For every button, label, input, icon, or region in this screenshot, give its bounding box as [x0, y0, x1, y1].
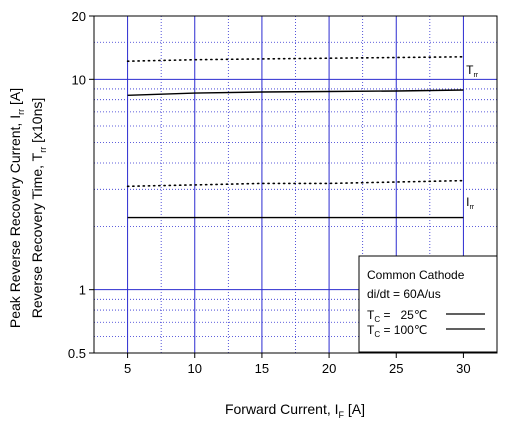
x-tick-label: 15 [255, 361, 269, 376]
legend-entry-100c: TC = 100℃ [367, 323, 485, 339]
y-tick-labels: 0.5 1 10 20 [68, 9, 94, 361]
series-trr-dotted [126, 55, 465, 63]
y-tick-label: 10 [72, 72, 86, 87]
svg-text:TC = 25℃: TC = 25℃ [367, 308, 427, 324]
x-tick-label: 5 [124, 361, 131, 376]
y-tick-label: 1 [79, 283, 86, 298]
x-tick-labels: 5 10 15 20 25 30 [124, 353, 471, 376]
x-tick-label: 20 [322, 361, 336, 376]
series-trr-solid [127, 89, 464, 96]
y-axis-label-current: Peak Reverse Recovery Current, Irr [A] [7, 88, 26, 328]
legend-entry-text: = 100℃ [380, 323, 427, 337]
x-tick-label: 10 [188, 361, 202, 376]
y-tick-label: 20 [72, 9, 86, 24]
legend: Common Cathode di/dt = 60A/us TC = 25℃ T… [358, 255, 498, 353]
y-tick-label: 0.5 [68, 346, 86, 361]
legend-entry-text: = 25℃ [380, 308, 427, 322]
legend-entry-25c: TC = 25℃ [367, 308, 485, 324]
legend-entry-sub: C [374, 315, 380, 324]
plot-frame [93, 15, 498, 354]
x-axis-label: Forward Current, IF [A] [225, 401, 365, 420]
legend-entry-prefix: T [367, 308, 375, 322]
x-tick-label: 30 [456, 361, 470, 376]
y-axis-label-time: Reverse Recovery Time, Trr [x10ns] [29, 98, 48, 319]
series-irr-dotted [126, 179, 465, 188]
legend-title: Common Cathode [367, 268, 465, 282]
legend-entry-prefix: T [367, 323, 375, 337]
curve-label: Irr [466, 195, 475, 211]
legend-box [358, 255, 498, 353]
x-tick-label: 25 [389, 361, 403, 376]
legend-entry-sub: C [374, 330, 380, 339]
svg-text:TC = 100℃: TC = 100℃ [367, 323, 427, 339]
curve-labels: Trr Irr [466, 63, 479, 211]
curve-label: Trr [466, 63, 479, 79]
legend-condition: di/dt = 60A/us [367, 287, 441, 301]
series-layer [126, 55, 465, 219]
